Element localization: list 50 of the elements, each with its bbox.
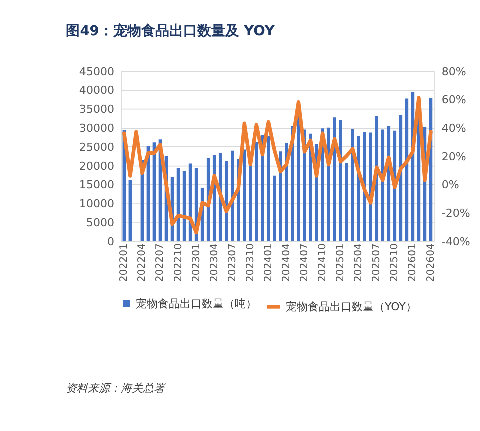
x-tick-label: 202601 xyxy=(408,244,419,282)
bar xyxy=(255,142,258,242)
x-tick-label: 202207 xyxy=(155,244,166,282)
y-tick-label: 15000 xyxy=(79,178,114,192)
bar xyxy=(243,150,246,242)
y-tick-label: 40000 xyxy=(79,84,114,98)
x-tick-label: 202507 xyxy=(372,244,383,282)
y2-tick-label: 80% xyxy=(442,65,466,78)
x-tick-label: 202504 xyxy=(354,244,365,282)
x-tick-label: 202510 xyxy=(390,244,401,282)
x-tick-label: 202201 xyxy=(119,244,130,282)
y-tick-label: 35000 xyxy=(79,103,114,116)
line-series xyxy=(122,96,433,235)
bar xyxy=(128,180,132,242)
chart-title: 图49：宠物食品出口数量及 YOY xyxy=(66,22,276,40)
y2-tick-label: 60% xyxy=(442,94,466,107)
legend-label: 宠物食品出口数量（吨） xyxy=(136,297,258,310)
y2-tick-label: -20% xyxy=(442,207,470,220)
x-tick-label: 202410 xyxy=(318,244,329,282)
x-tick-label: 202204 xyxy=(137,244,148,282)
y-tick-label: 10000 xyxy=(79,198,114,211)
bar xyxy=(339,120,342,242)
text: 资料来源：海关总署 xyxy=(66,382,166,396)
y-tick-label: 5000 xyxy=(86,216,114,230)
x-tick-label: 202604 xyxy=(426,244,437,282)
x-tick-label: 202304 xyxy=(209,244,220,282)
bar xyxy=(297,116,300,242)
y-tick-label: 0 xyxy=(107,235,114,248)
y-tick-label: 25000 xyxy=(79,140,114,154)
bar xyxy=(273,176,276,242)
x-tick-label: 202210 xyxy=(173,244,184,282)
x-tick-label: 202310 xyxy=(245,244,256,282)
y2-tick-label: -40% xyxy=(442,235,470,248)
legend-label: 宠物食品出口数量（YOY） xyxy=(286,300,417,314)
x-tick-label: 202301 xyxy=(191,244,202,282)
x-tick-label: 202407 xyxy=(300,244,311,282)
y2-tick-label: 0% xyxy=(442,178,460,192)
y2-tick-label: 20% xyxy=(442,150,466,164)
x-tick-label: 202307 xyxy=(227,244,238,282)
y2-tick-label: 40% xyxy=(442,122,466,135)
bar xyxy=(351,129,354,242)
bar xyxy=(267,136,270,242)
x-tick-label: 202501 xyxy=(336,244,347,282)
bar xyxy=(345,163,348,242)
x-tick-label: 202404 xyxy=(281,244,292,282)
x-tick-label: 202401 xyxy=(263,244,274,282)
y-tick-label: 30000 xyxy=(79,122,114,135)
bar xyxy=(249,166,252,242)
y-tick-label: 20000 xyxy=(79,160,114,173)
y-tick-label: 45000 xyxy=(79,65,114,78)
